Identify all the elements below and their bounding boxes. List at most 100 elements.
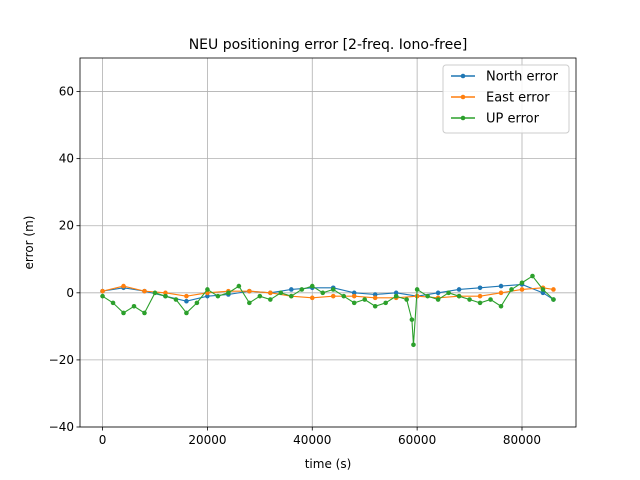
legend-swatch-marker (460, 73, 466, 79)
data-point (289, 293, 294, 299)
y-tick-label: −40 (49, 420, 74, 434)
data-point (299, 287, 305, 292)
data-point (425, 293, 430, 299)
data-point (393, 290, 399, 296)
data-point (330, 287, 336, 292)
data-point (184, 298, 189, 304)
data-point (540, 287, 546, 292)
data-point (152, 290, 158, 296)
data-point (498, 290, 504, 296)
y-tick-label: 0 (66, 286, 74, 300)
x-tick-label: 80000 (503, 433, 541, 447)
y-tick-label: 20 (59, 219, 74, 233)
data-point (372, 292, 378, 297)
data-point (351, 300, 357, 306)
data-point (289, 287, 294, 292)
y-tick-label: 60 (59, 85, 74, 99)
data-point (215, 293, 221, 299)
plot-frame (79, 57, 577, 428)
data-point (435, 290, 441, 296)
data-point (362, 297, 368, 302)
chart-title: NEU positioning error [2-freq. Iono-free… (189, 37, 468, 53)
data-point (540, 290, 546, 296)
x-tick-label: 40000 (293, 433, 331, 447)
data-point (100, 293, 105, 299)
data-point (131, 303, 137, 309)
x-tick-label: 60000 (398, 433, 436, 447)
data-point (341, 293, 347, 299)
x-tick-label: 20000 (188, 433, 226, 447)
legend-swatch-marker (460, 115, 466, 121)
data-point (236, 283, 242, 289)
data-point (309, 295, 315, 301)
data-point (383, 300, 388, 306)
tick-layer: 0 20000 40000 60000 80000 −40 −20 0 20 40 60 (49, 85, 541, 447)
data-point (257, 293, 263, 299)
x-axis-label: time (s) (305, 457, 352, 471)
legend-item-up-error: UP error (451, 112, 540, 127)
legend-box (442, 64, 570, 134)
y-tick-label: −20 (49, 353, 74, 367)
series-layer (100, 273, 556, 348)
data-point (498, 303, 504, 309)
data-point (320, 290, 326, 296)
data-point (121, 310, 126, 316)
legend-label: UP error (486, 112, 540, 127)
data-point (268, 290, 273, 296)
data-point (477, 285, 483, 291)
data-point (411, 342, 416, 348)
data-point (247, 300, 252, 306)
data-point (173, 297, 179, 302)
legend: North error East error UP error (442, 64, 570, 134)
data-point (205, 293, 210, 299)
data-point (530, 273, 535, 279)
data-point (247, 288, 252, 294)
data-point (456, 293, 462, 299)
data-point (194, 300, 200, 306)
data-point (163, 290, 168, 296)
data-point (372, 303, 378, 309)
data-point (551, 287, 556, 292)
data-point (477, 300, 483, 306)
series-up-error (100, 273, 556, 348)
data-point (110, 300, 116, 306)
data-point (163, 293, 168, 299)
data-point (414, 287, 420, 292)
data-point (309, 283, 315, 289)
data-point (184, 293, 189, 299)
data-point (121, 283, 126, 289)
legend-label: East error (486, 91, 550, 106)
data-point (372, 295, 378, 301)
data-point (226, 290, 231, 296)
data-point (351, 290, 357, 296)
data-point (519, 280, 525, 286)
data-point (268, 297, 273, 302)
data-point (351, 293, 357, 299)
data-point (456, 287, 462, 292)
data-point (519, 287, 525, 292)
data-point (100, 288, 105, 294)
y-tick-label: 40 (59, 152, 74, 166)
data-point (409, 317, 415, 322)
series-line-up-error (102, 275, 554, 345)
data-point (498, 283, 504, 289)
legend-item-east-error: East error (451, 91, 550, 106)
data-point (330, 293, 336, 299)
data-point (404, 297, 409, 302)
data-point (184, 310, 189, 316)
data-point (142, 288, 147, 294)
data-point (488, 297, 493, 302)
data-point (205, 287, 210, 292)
data-point (477, 293, 483, 299)
data-point (446, 290, 451, 296)
data-point (509, 287, 514, 292)
data-point (142, 310, 147, 316)
legend-swatch-marker (460, 94, 466, 100)
data-point (551, 297, 556, 302)
y-axis-label: error (m) (22, 216, 36, 270)
data-point (435, 297, 441, 302)
legend-label: North error (486, 70, 559, 85)
data-point (467, 297, 472, 302)
legend-item-north-error: North error (451, 70, 559, 85)
